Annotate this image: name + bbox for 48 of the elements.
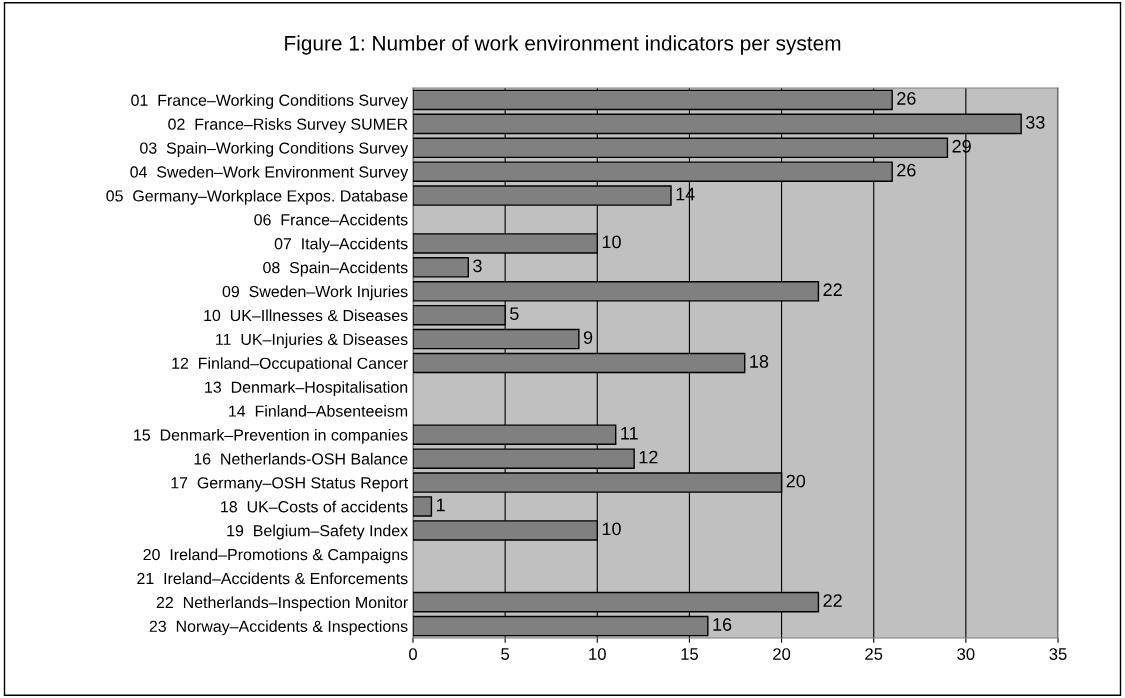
y-tick-label: 05 Germany–Workplace Expos. Database (106, 189, 408, 205)
y-tick-label: 19 Belgium–Safety Index (227, 524, 408, 540)
y-tick-label: 15 Denmark–Prevention in companies (134, 428, 408, 444)
data-label: 16 (713, 618, 732, 631)
y-tick-label: 01 France–Working Conditions Survey (131, 94, 409, 110)
x-tick-label: 0 (409, 648, 417, 660)
data-label: 26 (897, 163, 916, 177)
y-tick-label: 22 Netherlands–Inspection Monitor (156, 596, 408, 612)
data-label: 20 (786, 474, 806, 488)
data-label: 22 (823, 594, 842, 607)
x-tick-label: 25 (865, 648, 883, 660)
x-tick-label: 30 (957, 648, 975, 660)
y-tick-label: 06 France–Accidents (254, 213, 408, 226)
y-tick-label: 17 Germany–OSH Status Report (171, 477, 409, 492)
data-label: 11 (621, 426, 638, 440)
y-tick-label: 23 Norway–Accidents & Inspections (149, 620, 408, 636)
x-tick-label: 20 (773, 648, 791, 660)
x-tick-label: 5 (501, 648, 510, 660)
y-tick-label: 03 Spain–Working Conditions Survey (140, 142, 409, 157)
y-tick-label: 20 Ireland–Promotions & Campaigns (143, 548, 408, 564)
y-tick-label: 04 Sweden–Work Environment Survey (130, 165, 409, 181)
y-tick-label: 13 Denmark–Hospitalisation (205, 381, 408, 397)
y-tick-label: 11 UK–Injuries & Diseases (216, 333, 408, 349)
data-label: 5 (510, 307, 519, 321)
y-tick-label: 09 Sweden–Work Injuries (222, 285, 408, 301)
y-tick-label: 12 Finland–Occupational Cancer (172, 357, 408, 373)
x-tick-label: 15 (681, 648, 698, 660)
chart-title: Figure 1: Number of work environment indicators per system (285, 35, 841, 55)
data-label: 9 (583, 331, 593, 344)
x-tick-label: 10 (589, 648, 606, 660)
data-label: 26 (897, 92, 916, 105)
data-label: 33 (1026, 115, 1045, 129)
y-tick-label: 07 Italy–Accidents (274, 237, 408, 253)
data-label: 18 (750, 355, 769, 368)
y-tick-label: 21 Ireland–Accidents & Enforcements (137, 572, 408, 585)
x-tick-label: 35 (1049, 648, 1067, 660)
y-tick-label: 08 Spain–Accidents (263, 261, 408, 277)
data-label: 22 (823, 283, 842, 296)
data-label: 1 (436, 498, 445, 512)
y-tick-label: 10 UK–Illnesses & Diseases (204, 309, 408, 322)
data-label: 3 (473, 259, 482, 273)
y-tick-label: 16 Netherlands-OSH Balance (194, 452, 408, 465)
data-label: 12 (639, 450, 658, 464)
data-label: 10 (602, 522, 621, 536)
y-tick-label: 18 UK–Costs of accidents (221, 500, 408, 513)
y-tick-label: 14 Finland–Absenteeism (229, 405, 408, 417)
data-label: 10 (602, 235, 621, 249)
y-tick-label: 02 France–Risks Survey SUMER (168, 118, 408, 133)
